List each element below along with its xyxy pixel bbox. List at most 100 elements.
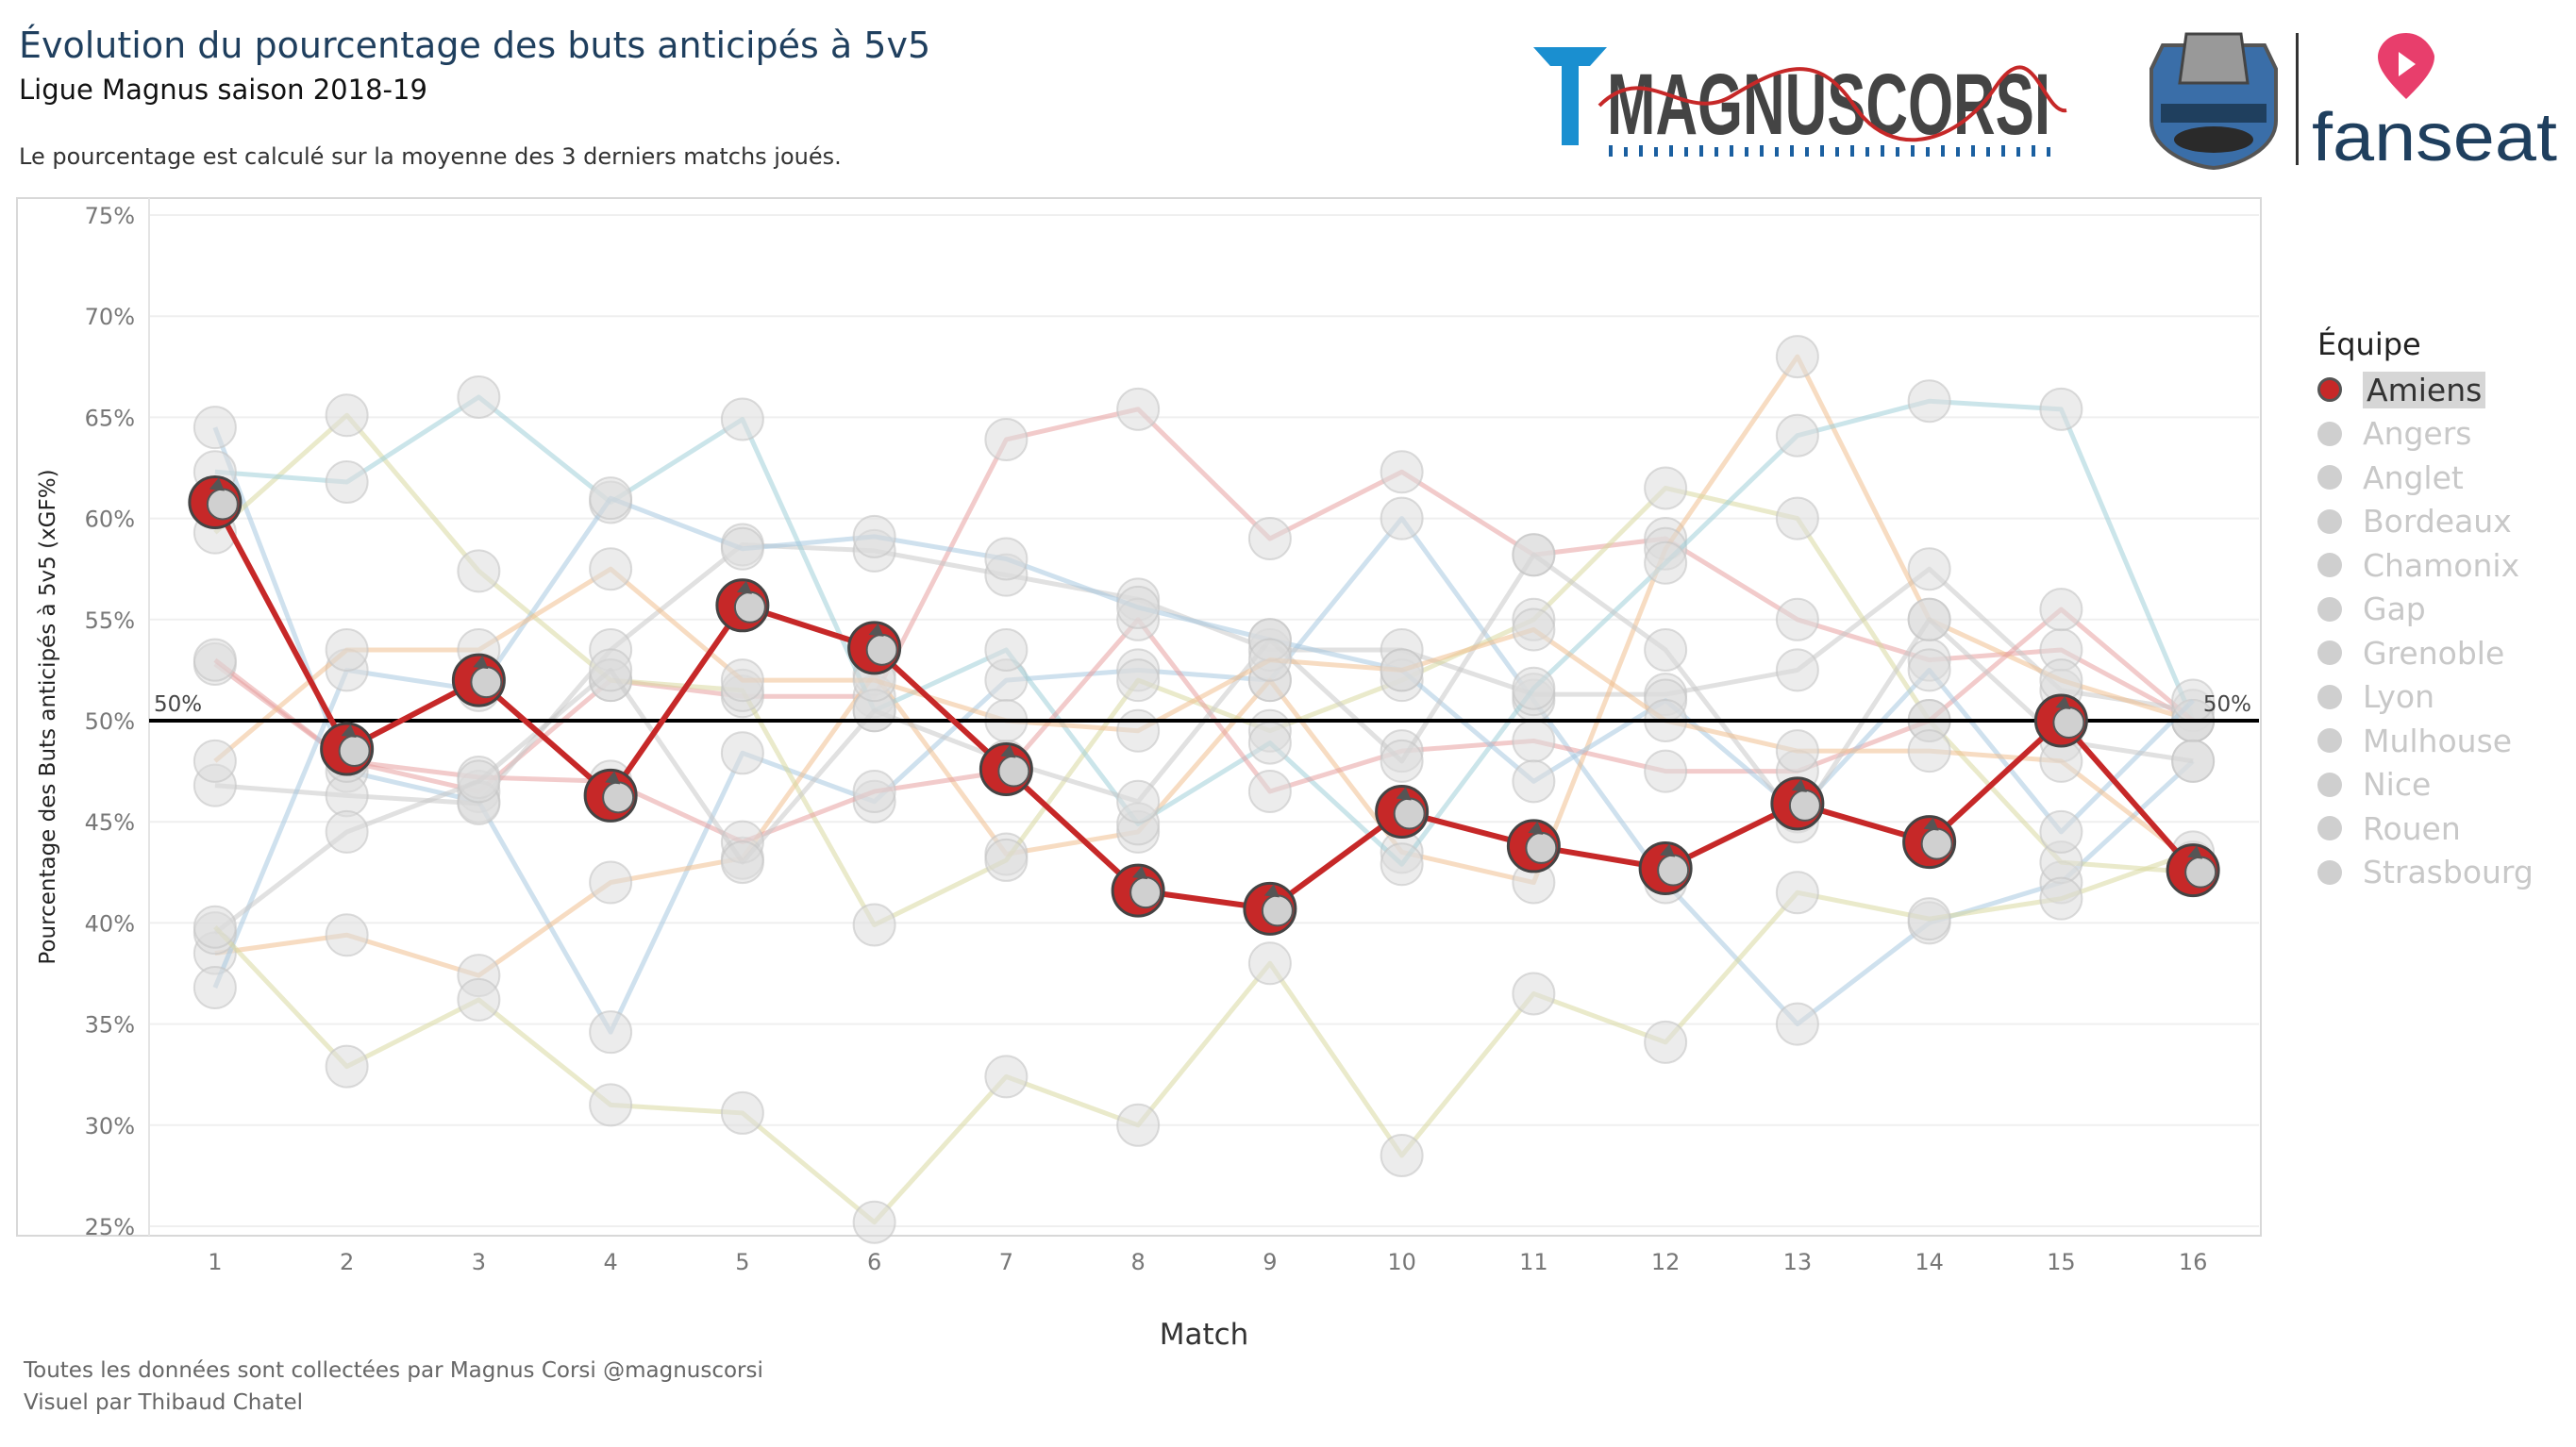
legend-item-nice[interactable]: Nice [2317,763,2534,807]
data-point-anglet [192,406,237,450]
data-point-chamonix [325,913,369,957]
y-tick-label: 25% [85,1214,135,1240]
data-point-amiens [188,474,243,529]
data-point-bordeaux [1775,648,1819,692]
data-point-strasbourg [2039,876,2083,921]
magnuscorsi-logo-text: MAGNUSCORSI [1607,57,2050,153]
x-tick-label: 3 [472,1249,486,1275]
legend-item-gap[interactable]: Gap [2317,588,2534,632]
data-point-strasbourg [1512,972,1556,1016]
team-logo-icon [2317,640,2342,666]
legend-label: Chamonix [2363,546,2520,584]
fanseat-logo-text: fanseat [2312,100,2557,170]
magnuscorsi-logo: MAGNUSCORSI [1533,47,2067,157]
data-point-lyon [2039,588,2083,632]
legend-label: Rouen [2363,809,2461,847]
data-point-lyon [1644,749,1688,793]
data-point-amiens [1770,776,1825,831]
legend-label: Lyon [2363,678,2434,716]
data-point-nice [1644,627,1688,672]
team-logo-icon [2317,421,2342,446]
legend-label: Gap [2363,590,2426,628]
series-line-anglet [212,426,2195,1035]
data-point-grenoble [457,374,501,419]
legend-item-amiens[interactable]: Amiens [2317,368,2534,412]
footer-author: Visuel par Thibaud Chatel [24,1390,303,1415]
y-tick-label: 70% [85,304,135,330]
legend-item-bordeaux[interactable]: Bordeaux [2317,500,2534,544]
data-point-mulhouse [720,526,764,571]
x-tick-label: 9 [1263,1249,1277,1275]
series-line-chamonix [214,354,2194,978]
data-point-amiens [1243,881,1297,936]
legend-label: Grenoble [2363,634,2505,672]
series-line-rouen [213,566,2195,865]
legend-item-rouen[interactable]: Rouen [2317,807,2534,851]
data-point-grenoble [1512,666,1556,710]
legend-item-mulhouse[interactable]: Mulhouse [2317,719,2534,763]
data-point-strasbourg [1380,1133,1424,1177]
data-point-anglet [1775,1002,1819,1046]
x-tick-label: 6 [867,1249,881,1275]
series-line-lyon [213,607,2195,845]
legend-item-chamonix[interactable]: Chamonix [2317,543,2534,588]
data-point-nice [1116,779,1161,823]
legend-item-strasbourg[interactable]: Strasbourg [2317,851,2534,895]
data-point-mulhouse [1116,585,1161,629]
team-logo-icon [2317,728,2342,754]
series-line-mulhouse [212,495,2195,989]
data-point-amiens [715,578,770,633]
legend-item-grenoble[interactable]: Grenoble [2317,631,2534,675]
data-point-nice [720,840,764,885]
legend-items: Amiens Angers Anglet Bordeaux Chamonix Gap Gre… [2317,368,2534,894]
data-point-gap [325,393,369,438]
data-point-anglet [720,731,764,775]
logo-divider [2296,33,2299,165]
y-axis-ticks: 25% 30% 35% 40% 45% 50% 55% 60% 65% 70% 75% [85,203,135,1240]
legend-item-lyon[interactable]: Lyon [2317,675,2534,720]
data-point-rouen [1512,607,1556,652]
team-logo-icon [2317,859,2342,885]
legend-item-angers[interactable]: Angers [2317,412,2534,457]
data-point-grenoble [1907,379,1951,424]
series-line-strasbourg [213,850,2194,1225]
data-point-grenoble [1775,413,1819,457]
data-point-rouen [589,547,633,591]
data-point-strasbourg [192,905,237,949]
legend-item-anglet[interactable]: Anglet [2317,456,2534,500]
x-tick-label: 10 [1387,1249,1416,1275]
data-point-gap [1644,466,1688,510]
legend: Équipe Amiens Angers Anglet Bordeaux Chamoni… [2317,326,2534,894]
data-point-rouen [192,739,237,783]
data-point-mulhouse [852,514,896,558]
data-point-gap [852,903,896,947]
chart-note: Le pourcentage est calculé sur la moyenn… [19,143,842,170]
x-tick-label: 13 [1783,1249,1813,1275]
data-point-bordeaux [1907,547,1951,591]
team-logo-icon [2317,772,2342,797]
x-tick-label: 5 [735,1249,749,1275]
data-point-rouen [1380,648,1424,692]
series-line-amiens [212,501,2196,912]
data-point-amiens [320,722,375,776]
data-point-gap [1116,658,1161,703]
data-point-strasbourg [720,1090,764,1135]
legend-label: Amiens [2363,371,2486,408]
data-point-rouen [1116,708,1161,753]
reference-label-left: 50% [154,692,202,717]
data-point-strasbourg [1247,941,1292,986]
data-point-grenoble [1247,721,1292,765]
team-logo-icon [2317,816,2342,841]
x-tick-label: 15 [2047,1249,2076,1275]
series-line-nice [213,552,2194,936]
x-tick-label: 8 [1130,1249,1145,1275]
legend-label: Nice [2363,766,2432,804]
data-point-amiens [1638,841,1693,896]
x-axis-ticks: 1 2 3 4 5 6 7 8 9 10 11 12 13 14 15 16 [208,1249,2207,1275]
team-logo-icon [2317,377,2342,403]
data-point-amiens [1506,819,1561,873]
x-tick-label: 4 [603,1249,617,1275]
data-point-strasbourg [1907,897,1951,941]
data-point-grenoble [1644,541,1688,585]
